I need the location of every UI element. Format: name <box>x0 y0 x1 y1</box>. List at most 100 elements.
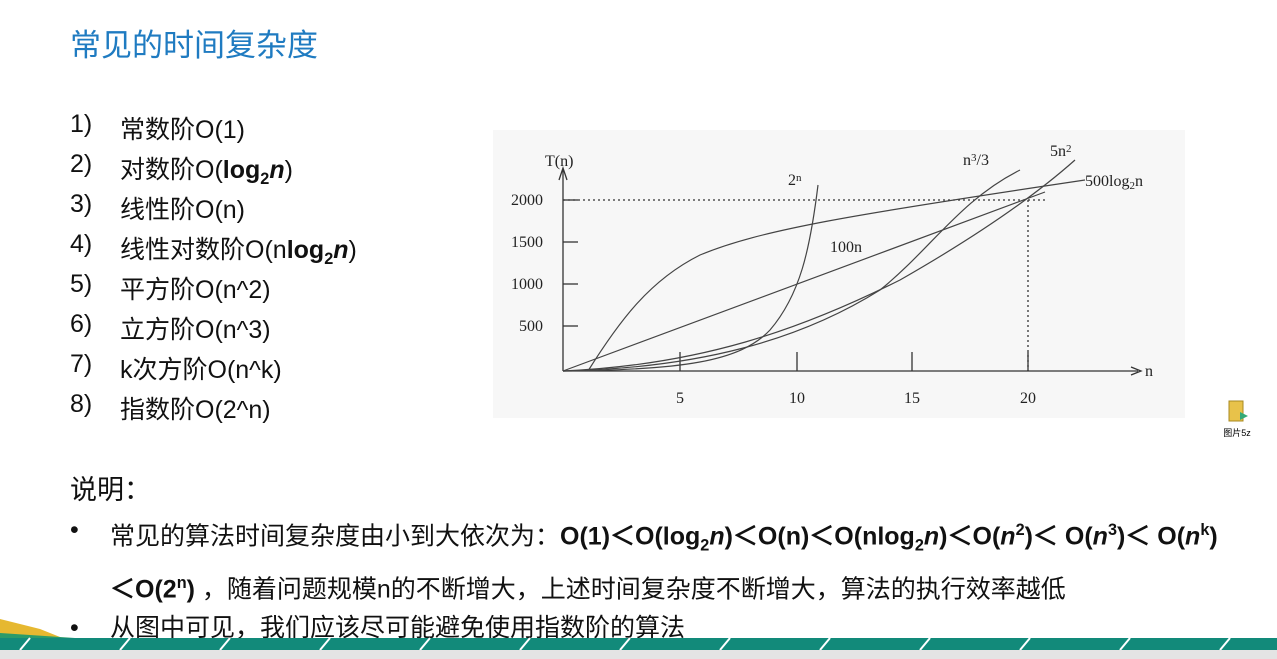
text-run: 指数阶O(2^n) <box>120 396 271 424</box>
text-run: 2 <box>324 250 334 268</box>
list-item: 8) 指数阶O(2^n) <box>70 390 357 430</box>
text-run: 立方阶O(n^3) <box>120 316 271 344</box>
text-run: 3 <box>1107 521 1117 539</box>
item-number: 4) <box>70 230 93 258</box>
item-number: 3) <box>70 190 93 218</box>
text-run: 2 <box>700 536 710 555</box>
item-text: 常数阶O(1) <box>120 110 245 150</box>
item-text: 线性阶O(n) <box>120 190 245 230</box>
text-run: )＜ O( <box>1024 522 1093 551</box>
text-run: 5n <box>1050 143 1066 160</box>
text-run: n <box>963 152 971 169</box>
text-run: n <box>1092 522 1108 551</box>
bullet-dot: • <box>70 613 79 642</box>
text-run: k <box>1200 521 1210 539</box>
item-number: 1) <box>70 110 93 138</box>
icon-label: 图片5z <box>1223 428 1251 438</box>
curve-label: 5n2 <box>1050 143 1072 160</box>
text-run: n <box>923 522 940 551</box>
text-run: 2 <box>1066 143 1072 155</box>
item-text: 线性对数阶O(nlog2n) <box>120 230 357 270</box>
slide-title: 常见的时间复杂度 <box>70 28 318 63</box>
item-text: k次方阶O(n^k) <box>120 350 282 390</box>
text-run: 常数阶O(1) <box>120 116 246 144</box>
curves <box>562 159 1086 372</box>
text-run: 对数阶O( <box>120 156 223 184</box>
list-item: 6) 立方阶O(n^3) <box>70 310 357 350</box>
text-run: )＜O(n)＜O(nlog <box>724 522 915 551</box>
y-tick-label: 1500 <box>511 234 543 251</box>
text-run: 2 <box>260 170 270 188</box>
curve-label: 2n <box>788 172 802 189</box>
folder-icon <box>1228 400 1248 422</box>
y-axis-label: T(n) <box>545 153 573 170</box>
x-tick-label: 5 <box>676 390 684 407</box>
text-run: 平方阶O(n^2) <box>120 276 271 304</box>
text-run: n <box>1135 173 1143 190</box>
figure-bg <box>493 130 1185 418</box>
text-run: ，随着问题规模n的不断增大，上述时间复杂度不断增大，算法的执行效率越低 <box>194 575 1066 604</box>
item-text: 立方阶O(n^3) <box>120 310 271 350</box>
text-run: ) ＜O(2 <box>110 522 1218 604</box>
item-text: 对数阶O(log2n) <box>120 150 293 190</box>
text-run: 2 <box>914 536 924 555</box>
text-run: ) <box>284 156 293 184</box>
item-text: 指数阶O(2^n) <box>120 390 271 430</box>
text-run: O(1)＜O(log <box>560 522 701 551</box>
x-axis-label: n <box>1145 363 1153 380</box>
list-item: 2) 对数阶O(log2n) <box>70 150 357 190</box>
item-number: 5) <box>70 270 93 298</box>
text-run: 500log <box>1085 173 1129 190</box>
y-tick-label: 2000 <box>511 192 543 209</box>
bullet: • 从图中可见，我们应该尽可能避免使用指数阶的算法 <box>70 609 1230 647</box>
curve-label: 100n <box>830 239 862 256</box>
curve-label: 500log2n <box>1085 173 1143 192</box>
text-run: ) <box>348 236 357 264</box>
text-run: 2 <box>788 172 796 189</box>
text-run: 2 <box>1015 521 1025 539</box>
file-icon[interactable]: 图片5z <box>1222 398 1252 439</box>
list-item: 4) 线性对数阶O(nlog2n) <box>70 230 357 270</box>
axes <box>558 165 1143 376</box>
item-number: 7) <box>70 350 93 378</box>
notes-heading: 说明： <box>70 475 151 505</box>
text-run: /3 <box>977 152 989 169</box>
text-run: 线性对数阶O(n <box>120 236 287 264</box>
text-run: ) <box>186 575 195 604</box>
text-run: n <box>1185 522 1201 551</box>
text-run: 常见的算法时间复杂度由小到大依次为： <box>110 522 561 551</box>
text-run: n <box>176 574 187 593</box>
bullet-dot: • <box>70 516 79 544</box>
footer-decoration <box>0 619 1277 659</box>
text-run: n <box>1000 522 1016 551</box>
text-run: log <box>222 156 261 184</box>
list-item: 5) 平方阶O(n^2) <box>70 270 357 310</box>
notes: 说明： • 常见的算法时间复杂度由小到大依次为：O(1)＜O(log2n)＜O(n… <box>70 468 1230 647</box>
text-run: n <box>709 522 725 551</box>
item-number: 8) <box>70 390 93 418</box>
y-tick-label: 1000 <box>511 276 543 293</box>
item-text: 平方阶O(n^2) <box>120 270 271 310</box>
bullet-text: 常见的算法时间复杂度由小到大依次为：O(1)＜O(log2n)＜O(n)＜O(n… <box>110 511 1230 609</box>
text-run: n <box>796 172 802 184</box>
list-item: 7) k次方阶O(n^k) <box>70 350 357 390</box>
text-run: k次方阶O(n^k) <box>120 356 282 384</box>
text-run: )＜ O( <box>1116 522 1186 551</box>
complexity-list: 1) 常数阶O(1) 2) 对数阶O(log2n) 3) 线性阶O(n) 4) 线性对数阶O(… <box>70 110 357 430</box>
text-run: 从图中可见，我们应该尽可能避免使用指数阶的算法 <box>110 613 686 642</box>
x-tick-label: 20 <box>1020 390 1036 407</box>
text-run: 3 <box>971 152 977 164</box>
text-run: log <box>286 236 325 264</box>
y-tick-label: 500 <box>519 318 543 335</box>
bullet: • 常见的算法时间复杂度由小到大依次为：O(1)＜O(log2n)＜O(n)＜O(… <box>70 511 1230 609</box>
text-run: 2 <box>1129 180 1135 192</box>
text-run: n <box>269 156 285 184</box>
text-run: 线性阶O(n) <box>120 196 246 224</box>
bullet-text: 从图中可见，我们应该尽可能避免使用指数阶的算法 <box>110 609 685 647</box>
text-run: )＜O( <box>939 522 1001 551</box>
list-item: 3) 线性阶O(n) <box>70 190 357 230</box>
item-number: 2) <box>70 150 93 178</box>
x-tick-label: 15 <box>904 390 920 407</box>
